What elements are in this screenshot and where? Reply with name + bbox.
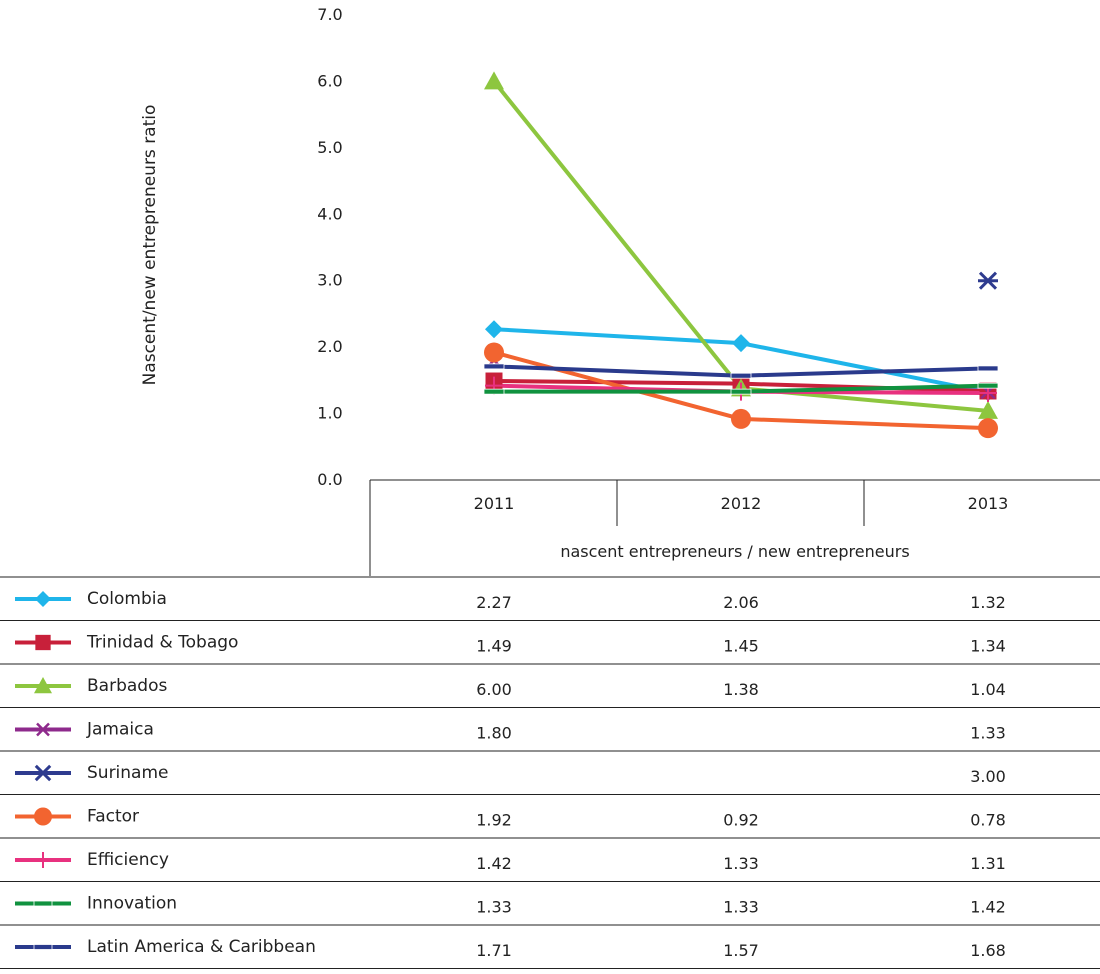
data-point-suriname xyxy=(978,271,998,290)
legend-marker-trinidad-and-tobago xyxy=(35,634,51,651)
data-point-innovation xyxy=(977,382,999,389)
data-label-innovation: 1.33 xyxy=(723,898,759,917)
table-row-efficiency: Efficiency 1.42 1.33 1.31 xyxy=(0,850,1100,882)
data-point-factor xyxy=(978,418,998,439)
x-tick-label: 2012 xyxy=(721,494,762,513)
legend-label-efficiency: Efficiency xyxy=(87,850,169,870)
data-label-barbados: 1.38 xyxy=(723,680,759,699)
data-label-efficiency: 1.42 xyxy=(476,854,512,873)
data-point-colombia xyxy=(732,334,750,353)
legend-label-factor: Factor xyxy=(87,807,139,827)
series-line-colombia xyxy=(739,341,990,395)
y-tick-label: 3.0 xyxy=(317,271,342,290)
data-label-colombia: 2.06 xyxy=(723,593,759,612)
legend-marker-barbados xyxy=(34,677,52,694)
legend-marker-suriname xyxy=(34,764,52,782)
series-markers xyxy=(483,71,999,439)
x-tick-label: 2011 xyxy=(474,494,515,513)
data-point-factor xyxy=(731,408,751,429)
table-frame xyxy=(369,479,1100,576)
series-line-trinidad-and-tobago xyxy=(492,379,743,386)
x-axis-title: nascent entrepreneurs / new entrepreneur… xyxy=(560,542,909,561)
y-tick-label: 0.0 xyxy=(317,470,342,489)
series-line-latin-america-and-caribbean xyxy=(492,364,743,378)
data-point-factor xyxy=(484,342,504,363)
data-point-latin-america-and-caribbean xyxy=(730,372,752,379)
series-line-innovation xyxy=(739,383,990,394)
x-tick-label: 2013 xyxy=(968,494,1009,513)
data-label-factor: 0.78 xyxy=(970,811,1006,830)
data-label-latin-america-and-caribbean: 1.68 xyxy=(970,941,1006,960)
data-label-colombia: 2.27 xyxy=(476,593,512,612)
table-row-jamaica: Jamaica 1.80 1.33 xyxy=(0,720,1100,752)
data-point-barbados xyxy=(484,71,504,90)
data-label-efficiency: 1.33 xyxy=(723,854,759,873)
legend-label-trinidad-and-tobago: Trinidad & Tobago xyxy=(86,633,238,653)
table-row-barbados: Barbados 6.00 1.38 1.04 xyxy=(0,676,1100,708)
table-row-suriname: Suriname 3.00 xyxy=(0,763,1100,795)
data-point-latin-america-and-caribbean xyxy=(483,363,505,370)
data-label-factor: 0.92 xyxy=(723,811,759,830)
series-line-latin-america-and-caribbean xyxy=(739,366,990,378)
data-label-trinidad-and-tobago: 1.34 xyxy=(970,637,1006,656)
table-row-innovation: Innovation 1.33 1.33 1.42 xyxy=(0,894,1100,926)
data-label-latin-america-and-caribbean: 1.57 xyxy=(723,941,759,960)
y-tick-label: 5.0 xyxy=(317,138,342,157)
y-axis-title: Nascent/new entrepreneurs ratio xyxy=(140,105,160,386)
table-row-trinidad-and-tobago: Trinidad & Tobago 1.49 1.45 1.34 xyxy=(0,633,1100,665)
legend-marker-colombia xyxy=(35,591,51,607)
data-point-colombia xyxy=(485,320,503,339)
data-point-innovation xyxy=(730,388,752,395)
data-label-trinidad-and-tobago: 1.49 xyxy=(476,637,512,656)
legend-marker-efficiency xyxy=(35,852,51,868)
legend-marker-latin-america-and-caribbean xyxy=(33,944,53,950)
legend-marker-innovation xyxy=(33,900,53,907)
data-point-latin-america-and-caribbean xyxy=(977,365,999,372)
data-label-colombia: 1.32 xyxy=(970,593,1006,612)
data-label-factor: 1.92 xyxy=(476,811,512,830)
table-row-latin-america-and-caribbean: Latin America & Caribbean 1.71 1.57 1.68 xyxy=(0,937,1100,969)
data-label-jamaica: 1.80 xyxy=(476,724,512,743)
data-label-latin-america-and-caribbean: 1.71 xyxy=(476,941,512,960)
data-label-barbados: 6.00 xyxy=(476,680,512,699)
table-row-colombia: Colombia 2.27 2.06 1.32 xyxy=(0,589,1100,621)
data-label-innovation: 1.42 xyxy=(970,898,1006,917)
y-tick-label: 6.0 xyxy=(317,71,342,90)
x-axis-categories: 2011 2012 2013 xyxy=(474,494,1009,513)
series-line-barbados xyxy=(492,79,743,391)
series-line-colombia xyxy=(492,327,743,346)
legend-label-barbados: Barbados xyxy=(87,676,167,696)
legend-label-innovation: Innovation xyxy=(87,894,177,914)
legend-label-latin-america-and-caribbean: Latin America & Caribbean xyxy=(87,937,316,957)
legend-label-jamaica: Jamaica xyxy=(86,720,154,740)
y-tick-label: 2.0 xyxy=(317,337,342,356)
y-tick-label: 4.0 xyxy=(317,204,342,223)
legend-marker-factor xyxy=(34,807,52,826)
y-tick-label: 7.0 xyxy=(317,5,342,24)
data-point-barbados xyxy=(978,400,998,419)
table-row-factor: Factor 1.92 0.92 0.78 xyxy=(0,807,1100,839)
data-label-jamaica: 1.33 xyxy=(970,724,1006,743)
legend-marker-jamaica xyxy=(36,722,50,737)
data-table: Colombia 2.27 2.06 1.32 Trinidad & Tobago 1.4… xyxy=(0,576,1100,969)
data-label-trinidad-and-tobago: 1.45 xyxy=(723,637,759,656)
series-lines xyxy=(492,79,990,431)
series-line-factor xyxy=(492,350,743,421)
data-label-innovation: 1.33 xyxy=(476,898,512,917)
data-point-innovation xyxy=(483,388,505,395)
legend-label-colombia: Colombia xyxy=(87,589,167,609)
y-tick-label: 1.0 xyxy=(317,404,342,423)
y-axis-ticks: 0.0 1.0 2.0 3.0 4.0 5.0 6.0 7.0 xyxy=(317,5,342,489)
data-label-barbados: 1.04 xyxy=(970,680,1006,699)
data-label-suriname: 3.00 xyxy=(970,767,1006,786)
legend-label-suriname: Suriname xyxy=(87,763,169,783)
series-line-factor xyxy=(739,416,990,431)
data-label-efficiency: 1.31 xyxy=(970,854,1006,873)
